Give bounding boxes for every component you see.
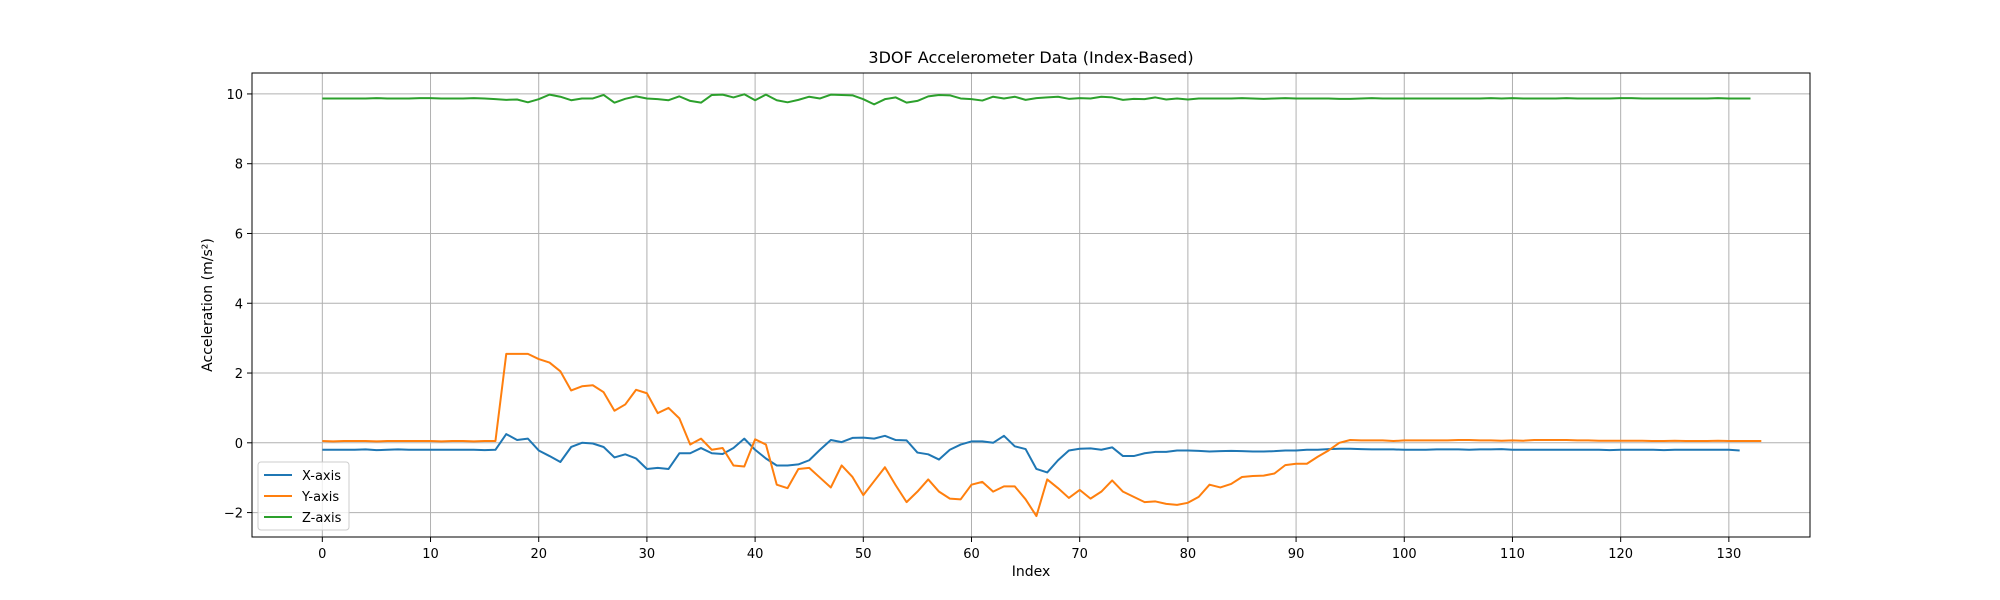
y-tick-label: 10 [226, 88, 243, 103]
y-tick-label: −2 [224, 507, 243, 522]
x-axis-ticks: 0 10 20 30 40 50 60 70 80 90 100 110 120 130 [318, 537, 1741, 562]
x-tick-label: 100 [1392, 547, 1417, 562]
y-tick-label: 0 [235, 437, 243, 452]
x-tick-label: 60 [963, 547, 980, 562]
data-series [322, 93, 1762, 518]
x-tick-label: 110 [1500, 547, 1525, 562]
chart-title: 3DOF Accelerometer Data (Index-Based) [868, 48, 1193, 67]
y-tick-label: 6 [235, 227, 243, 242]
x-tick-label: 40 [747, 547, 764, 562]
y-tick-label: 4 [235, 297, 243, 312]
chart-legend: X-axis Y-axis Z-axis [257, 461, 350, 531]
series-line-y-axis [322, 352, 1762, 518]
legend-label-y-axis: Y-axis [301, 490, 339, 505]
legend-label-z-axis: Z-axis [302, 511, 342, 526]
plot-area-frame [251, 72, 1811, 538]
x-tick-label: 10 [422, 547, 439, 562]
x-tick-label: 80 [1180, 547, 1197, 562]
legend-box [257, 461, 350, 531]
x-tick-label: 120 [1608, 547, 1633, 562]
legend-label-x-axis: X-axis [302, 469, 341, 484]
y-axis-ticks: −2 0 2 4 6 8 10 [224, 88, 252, 522]
x-tick-label: 20 [530, 547, 547, 562]
x-tick-label: 50 [855, 547, 872, 562]
x-tick-label: 90 [1288, 547, 1305, 562]
series-line-x-axis [322, 433, 1740, 474]
y-tick-label: 2 [235, 367, 243, 382]
x-tick-label: 30 [639, 547, 656, 562]
grid-lines [252, 73, 1810, 537]
x-tick-label: 0 [318, 547, 326, 562]
x-axis-title: Index [1012, 564, 1051, 580]
x-tick-label: 70 [1071, 547, 1088, 562]
y-axis-title: Acceleration (m/s²) [200, 238, 216, 372]
y-tick-label: 8 [235, 158, 243, 173]
series-line-z-axis [322, 93, 1751, 106]
x-tick-label: 130 [1716, 547, 1741, 562]
